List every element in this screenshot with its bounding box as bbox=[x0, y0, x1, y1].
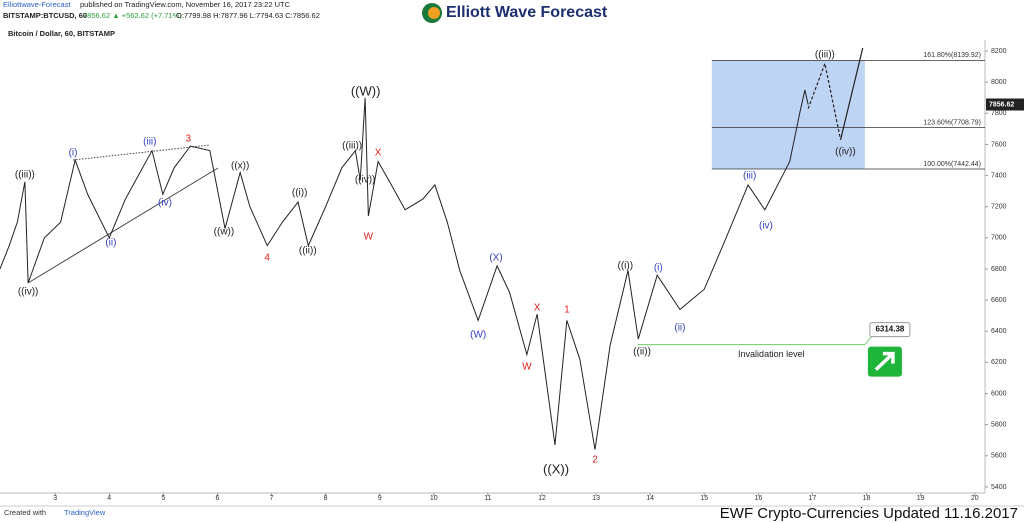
x-tick-label: 13 bbox=[592, 495, 600, 502]
x-tick-label: 6 bbox=[215, 495, 219, 502]
wave-label: W bbox=[522, 362, 532, 373]
wave-label: ((iv)) bbox=[355, 175, 376, 186]
wave-label: X bbox=[534, 303, 541, 314]
y-tick-label: 6800 bbox=[991, 266, 1007, 273]
projection-line bbox=[839, 47, 864, 140]
price-line bbox=[0, 89, 809, 450]
wave-label: ((iii)) bbox=[15, 170, 35, 181]
footer-note: EWF Crypto-Currencies Updated 11.16.2017 bbox=[720, 505, 1018, 522]
wave-label: ((iv)) bbox=[835, 147, 856, 158]
y-tick-label: 8000 bbox=[991, 79, 1007, 86]
y-tick-label: 7800 bbox=[991, 110, 1007, 117]
value-callout: 6314.38 bbox=[875, 325, 904, 334]
wave-label: ((X)) bbox=[543, 461, 569, 476]
wave-label: ((ii)) bbox=[633, 347, 651, 358]
logo: Elliott Wave Forecast bbox=[446, 4, 608, 21]
wave-label: ((w)) bbox=[214, 227, 235, 238]
fib-label: 100.00%(7442.44) bbox=[923, 161, 981, 168]
wave-label: (iii) bbox=[743, 171, 756, 182]
x-tick-label: 16 bbox=[754, 495, 762, 502]
wave-label: (ii) bbox=[674, 323, 685, 334]
x-tick-label: 12 bbox=[538, 495, 546, 502]
x-tick-label: 14 bbox=[646, 495, 654, 502]
wave-label: (iv) bbox=[158, 198, 172, 209]
footer-created: Created with bbox=[4, 508, 46, 517]
y-tick-label: 7600 bbox=[991, 141, 1007, 148]
wedge-upper bbox=[72, 144, 211, 161]
wave-label: ((x)) bbox=[231, 161, 249, 172]
wave-label: ((iv)) bbox=[18, 287, 39, 298]
x-tick-label: 17 bbox=[809, 495, 817, 502]
fib-label: 123.60%(7708.79) bbox=[923, 119, 981, 126]
wave-label: W bbox=[364, 232, 374, 243]
last-price: 7856.62 bbox=[989, 101, 1014, 108]
wave-label: (iv) bbox=[759, 221, 773, 232]
x-tick-label: 18 bbox=[863, 495, 871, 502]
y-tick-label: 6000 bbox=[991, 390, 1007, 397]
logo-icon-inner bbox=[428, 7, 440, 19]
value-callout-box bbox=[869, 322, 911, 338]
x-tick-label: 10 bbox=[430, 495, 438, 502]
wave-label: 1 bbox=[564, 305, 570, 316]
x-tick-label: 3 bbox=[53, 495, 57, 502]
wave-label: ((iii)) bbox=[342, 141, 362, 152]
x-tick-label: 11 bbox=[484, 495, 491, 502]
last-price-box bbox=[986, 98, 1024, 111]
publish-info: published on TradingView.com, November 1… bbox=[80, 0, 291, 9]
wave-label: (i) bbox=[654, 263, 663, 274]
projection-line bbox=[807, 61, 842, 140]
y-tick-label: 7400 bbox=[991, 172, 1007, 179]
arrow-icon bbox=[874, 351, 895, 371]
wave-label: (W) bbox=[470, 330, 486, 341]
wave-label: ((ii)) bbox=[299, 246, 317, 257]
publisher[interactable]: Elliottwave-Forecast bbox=[3, 0, 71, 9]
wave-label: ((i)) bbox=[292, 188, 308, 199]
y-tick-label: 8200 bbox=[991, 48, 1007, 55]
wave-label: (X) bbox=[489, 253, 502, 264]
x-tick-label: 5 bbox=[161, 495, 165, 502]
fib-box bbox=[711, 60, 865, 169]
wave-label: 2 bbox=[592, 455, 598, 466]
wave-label: ((W)) bbox=[351, 83, 381, 98]
x-tick-label: 20 bbox=[971, 495, 979, 502]
wave-label: ((iii)) bbox=[815, 50, 835, 61]
wave-label: (ii) bbox=[105, 238, 116, 249]
fib-label: 161.80%(8139.92) bbox=[923, 52, 981, 59]
quote: 7856.62 ▲ +562.62 (+7.71%) bbox=[83, 11, 182, 20]
y-tick-label: 6200 bbox=[991, 359, 1007, 366]
wedge-lower bbox=[27, 167, 219, 284]
wave-label: ((i)) bbox=[618, 261, 634, 272]
wave-label: X bbox=[375, 148, 382, 159]
y-tick-label: 5800 bbox=[991, 422, 1007, 429]
x-tick-label: 4 bbox=[107, 495, 111, 502]
x-tick-label: 7 bbox=[270, 495, 274, 502]
wave-label: 4 bbox=[264, 253, 270, 264]
wave-label: 3 bbox=[185, 134, 191, 145]
y-tick-label: 5600 bbox=[991, 453, 1007, 460]
y-tick-label: 7200 bbox=[991, 204, 1007, 211]
x-tick-label: 15 bbox=[700, 495, 708, 502]
symbol: BITSTAMP:BTCUSD, 60 bbox=[3, 11, 87, 20]
invalidation-label: Invalidation level bbox=[738, 349, 805, 359]
y-tick-label: 7000 bbox=[991, 235, 1007, 242]
x-tick-label: 19 bbox=[917, 495, 925, 502]
footer-brand[interactable]: TradingView bbox=[64, 508, 106, 517]
x-tick-label: 9 bbox=[378, 495, 382, 502]
y-tick-label: 6400 bbox=[991, 328, 1007, 335]
x-tick-label: 8 bbox=[324, 495, 328, 502]
wave-label: (i) bbox=[69, 148, 78, 159]
chart-title: Bitcoin / Dollar, 60, BITSTAMP bbox=[8, 29, 115, 38]
ohlc: O:7799.98 H:7877.96 L:7794.63 C:7856.62 bbox=[176, 11, 320, 20]
y-tick-label: 6600 bbox=[991, 297, 1007, 304]
y-tick-label: 5400 bbox=[991, 484, 1007, 491]
wave-label: (iii) bbox=[143, 137, 156, 148]
